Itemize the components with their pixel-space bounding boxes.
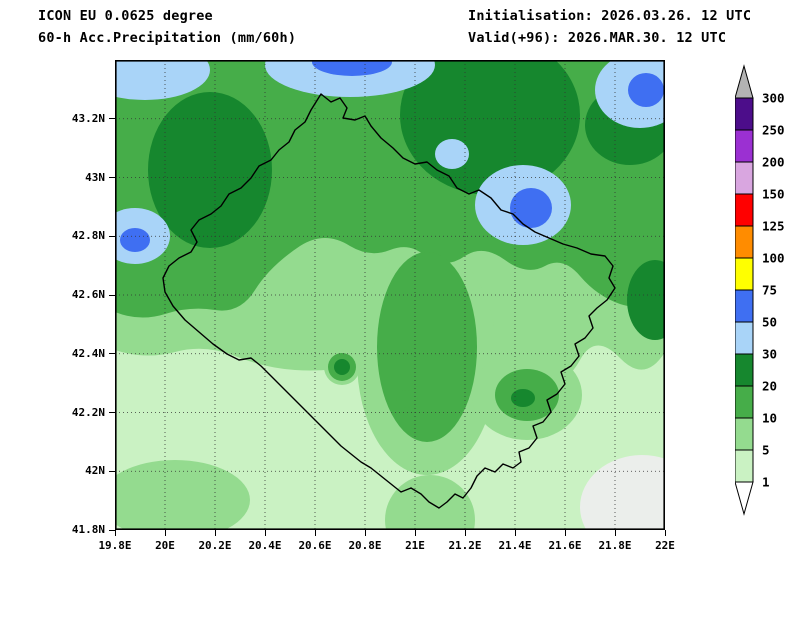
lat-tick-label: 42.4N [71, 346, 105, 360]
lon-tick-label: 21.8E [598, 539, 632, 552]
colorbar-label: 100 [762, 251, 785, 266]
colorbar-cell [734, 321, 754, 355]
lat-tick-label: 41.8N [71, 523, 105, 536]
valid-time: Valid(+96): 2026.MAR.30. 12 UTC [468, 30, 727, 46]
lon-tick [364, 530, 366, 536]
colorbar-cell [734, 161, 754, 195]
lon-tick-label: 20.2E [198, 539, 232, 552]
lon-tick-label: 21E [405, 539, 425, 552]
colorbar-label: 1 [762, 475, 770, 490]
colorbar-label: 200 [762, 155, 785, 170]
lon-tick-label: 20E [155, 539, 175, 552]
lon-tick [214, 530, 216, 536]
lon-tick [614, 530, 616, 536]
model-title: ICON EU 0.0625 degree [38, 8, 213, 24]
colorbar-cell [734, 129, 754, 163]
colorbar-label: 300 [762, 91, 785, 106]
colorbar-label: 75 [762, 283, 777, 298]
colorbar-cell [734, 289, 754, 323]
lon-tick [414, 530, 416, 536]
lon-tick [564, 530, 566, 536]
colorbar-label: 5 [762, 443, 770, 458]
lon-tick-label: 20.4E [248, 539, 282, 552]
lat-tick-label: 43.2N [71, 111, 105, 125]
colorbar-label: 30 [762, 347, 777, 362]
colorbar-label: 20 [762, 379, 777, 394]
colorbar-cell [734, 97, 754, 131]
lon-tick [314, 530, 316, 536]
lon-tick [114, 530, 116, 536]
lon-tick [164, 530, 166, 536]
lon-tick-label: 20.8E [348, 539, 382, 552]
lat-tick-label: 42.6N [71, 288, 105, 301]
lat-tick-label: 42.8N [71, 229, 105, 243]
lon-tick-label: 22E [655, 539, 675, 552]
lat-tick-label: 42N [85, 464, 105, 478]
colorbar-cell [734, 225, 754, 259]
colorbar-cell [734, 257, 754, 291]
product-title: 60-h Acc.Precipitation (mm/60h) [38, 30, 297, 46]
lat-tick-label: 42.2N [71, 405, 105, 419]
colorbar-cell [734, 193, 754, 227]
lon-tick-label: 21.2E [448, 539, 482, 552]
lon-tick [464, 530, 466, 536]
precipitation-map [80, 33, 704, 565]
lon-tick [664, 530, 666, 536]
colorbar-cell [734, 385, 754, 419]
colorbar-above-max-arrow [734, 64, 754, 99]
colorbar: 300 250 200 150 125 100 75 50 30 20 10 5 1 [734, 64, 799, 520]
lon-tick-label: 21.4E [498, 539, 532, 552]
colorbar-below-min-arrow [734, 481, 754, 516]
colorbar-label: 250 [762, 123, 785, 138]
lon-tick [514, 530, 516, 536]
lon-tick [264, 530, 266, 536]
lon-tick-label: 21.6E [548, 539, 582, 552]
colorbar-cell [734, 353, 754, 387]
colorbar-label: 150 [762, 187, 785, 202]
map-plot-area [80, 33, 704, 565]
lon-tick-label: 20.6E [298, 539, 332, 552]
lon-tick-label: 19.8E [98, 539, 132, 552]
lat-tick-label: 43N [85, 170, 105, 184]
colorbar-label: 125 [762, 219, 785, 234]
plot-frame [115, 60, 666, 530]
colorbar-cell [734, 449, 754, 483]
initialisation-time: Initialisation: 2026.03.26. 12 UTC [468, 8, 752, 24]
colorbar-label: 10 [762, 411, 777, 426]
colorbar-label: 50 [762, 315, 777, 330]
colorbar-cell [734, 417, 754, 451]
country-border [162, 93, 616, 509]
